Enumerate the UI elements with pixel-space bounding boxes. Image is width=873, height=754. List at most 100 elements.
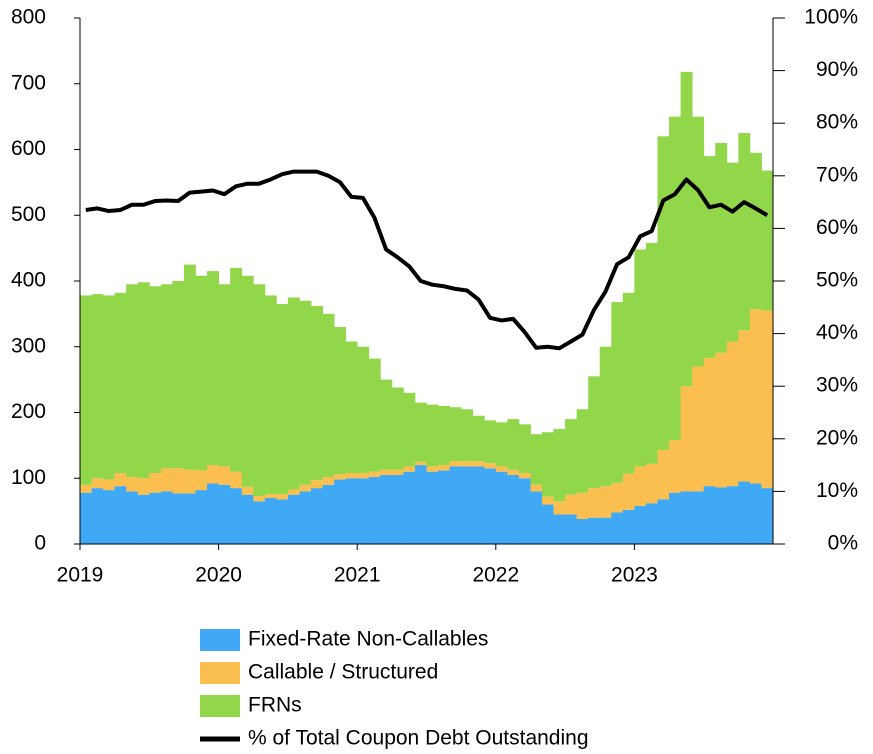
y2-tick-label: 20%: [816, 426, 858, 449]
bar: [749, 152, 762, 310]
bar: [588, 376, 601, 489]
legend-label: Callable / Structured: [248, 661, 438, 684]
y-tick-label: 700: [11, 71, 46, 94]
bar: [241, 486, 254, 495]
bar: [80, 295, 92, 485]
bar: [207, 465, 219, 484]
bar: [322, 476, 335, 485]
bar: [657, 449, 670, 500]
bar: [311, 480, 323, 489]
bar: [518, 478, 531, 544]
bar: [103, 490, 116, 544]
y-tick-label: 300: [11, 334, 46, 357]
x-tick-label: 2019: [57, 564, 104, 587]
bar: [160, 491, 173, 544]
bar: [264, 494, 277, 498]
bar: [507, 419, 520, 470]
bar: [230, 471, 243, 489]
bar: [149, 472, 162, 493]
bar: [334, 474, 347, 480]
bar: [461, 461, 474, 467]
bar: [218, 284, 231, 467]
bar: [345, 478, 358, 544]
legend-swatch: [200, 629, 240, 651]
bar: [368, 476, 381, 544]
bar: [484, 420, 497, 464]
bar: [715, 142, 728, 353]
bar: [449, 407, 462, 462]
bar: [414, 465, 427, 544]
bar: [241, 494, 254, 544]
bar: [449, 466, 462, 544]
bar: [357, 472, 370, 479]
bar: [599, 346, 612, 487]
bar: [588, 517, 601, 544]
bar: [183, 264, 196, 470]
bar: [183, 469, 196, 494]
bar: [195, 470, 208, 491]
bar: [588, 488, 601, 518]
bar: [218, 484, 231, 544]
bar: [657, 499, 670, 544]
bar: [299, 491, 312, 544]
legend-swatch: [200, 695, 240, 717]
bar: [149, 492, 162, 544]
y2-tick-label: 40%: [816, 321, 858, 344]
bar: [414, 461, 427, 466]
bar: [680, 491, 693, 544]
bar: [449, 461, 462, 467]
bar: [726, 162, 739, 342]
bar: [669, 116, 681, 441]
y2-tick-label: 90%: [816, 58, 858, 81]
bar: [195, 275, 208, 471]
bar: [495, 422, 508, 467]
bar: [287, 489, 300, 495]
y-tick-label: 500: [11, 203, 46, 226]
bar: [368, 358, 381, 472]
bar: [403, 466, 416, 472]
legend-label: FRNs: [248, 694, 302, 717]
bar: [311, 305, 323, 481]
bar: [80, 484, 92, 493]
x-tick-label: 2023: [611, 564, 658, 587]
bar: [276, 499, 289, 544]
bar: [680, 386, 693, 492]
bar: [692, 116, 705, 367]
bar: [703, 156, 716, 358]
bar: [611, 482, 624, 513]
bar: [495, 466, 508, 472]
bar: [507, 474, 520, 544]
bar: [172, 493, 185, 544]
bar: [114, 292, 127, 473]
bar: [715, 487, 728, 544]
bar: [634, 466, 647, 506]
bar: [484, 463, 497, 469]
bar: [114, 486, 127, 544]
bar: [230, 267, 243, 472]
bar: [715, 352, 728, 488]
bar: [426, 471, 439, 544]
y2-tick-label: 10%: [816, 479, 858, 502]
legend-swatch: [200, 662, 240, 684]
line-series: [85, 169, 769, 351]
bar: [160, 468, 173, 492]
bar: [276, 304, 289, 495]
bar: [345, 472, 358, 479]
bar: [761, 170, 774, 311]
bar: [357, 478, 370, 544]
bar: [322, 484, 335, 544]
y2-tick-label: 50%: [816, 269, 858, 292]
bar: [576, 492, 589, 520]
bar: [172, 468, 185, 494]
bar: [761, 310, 774, 489]
bar: [530, 484, 543, 492]
y2-tick-label: 30%: [816, 374, 858, 397]
bar: [565, 419, 578, 495]
bar: [172, 281, 185, 469]
bar: [287, 494, 300, 544]
bar: [622, 473, 635, 510]
bar: [692, 366, 705, 492]
bar: [726, 486, 739, 544]
bar: [103, 479, 116, 491]
bar: [137, 282, 150, 479]
